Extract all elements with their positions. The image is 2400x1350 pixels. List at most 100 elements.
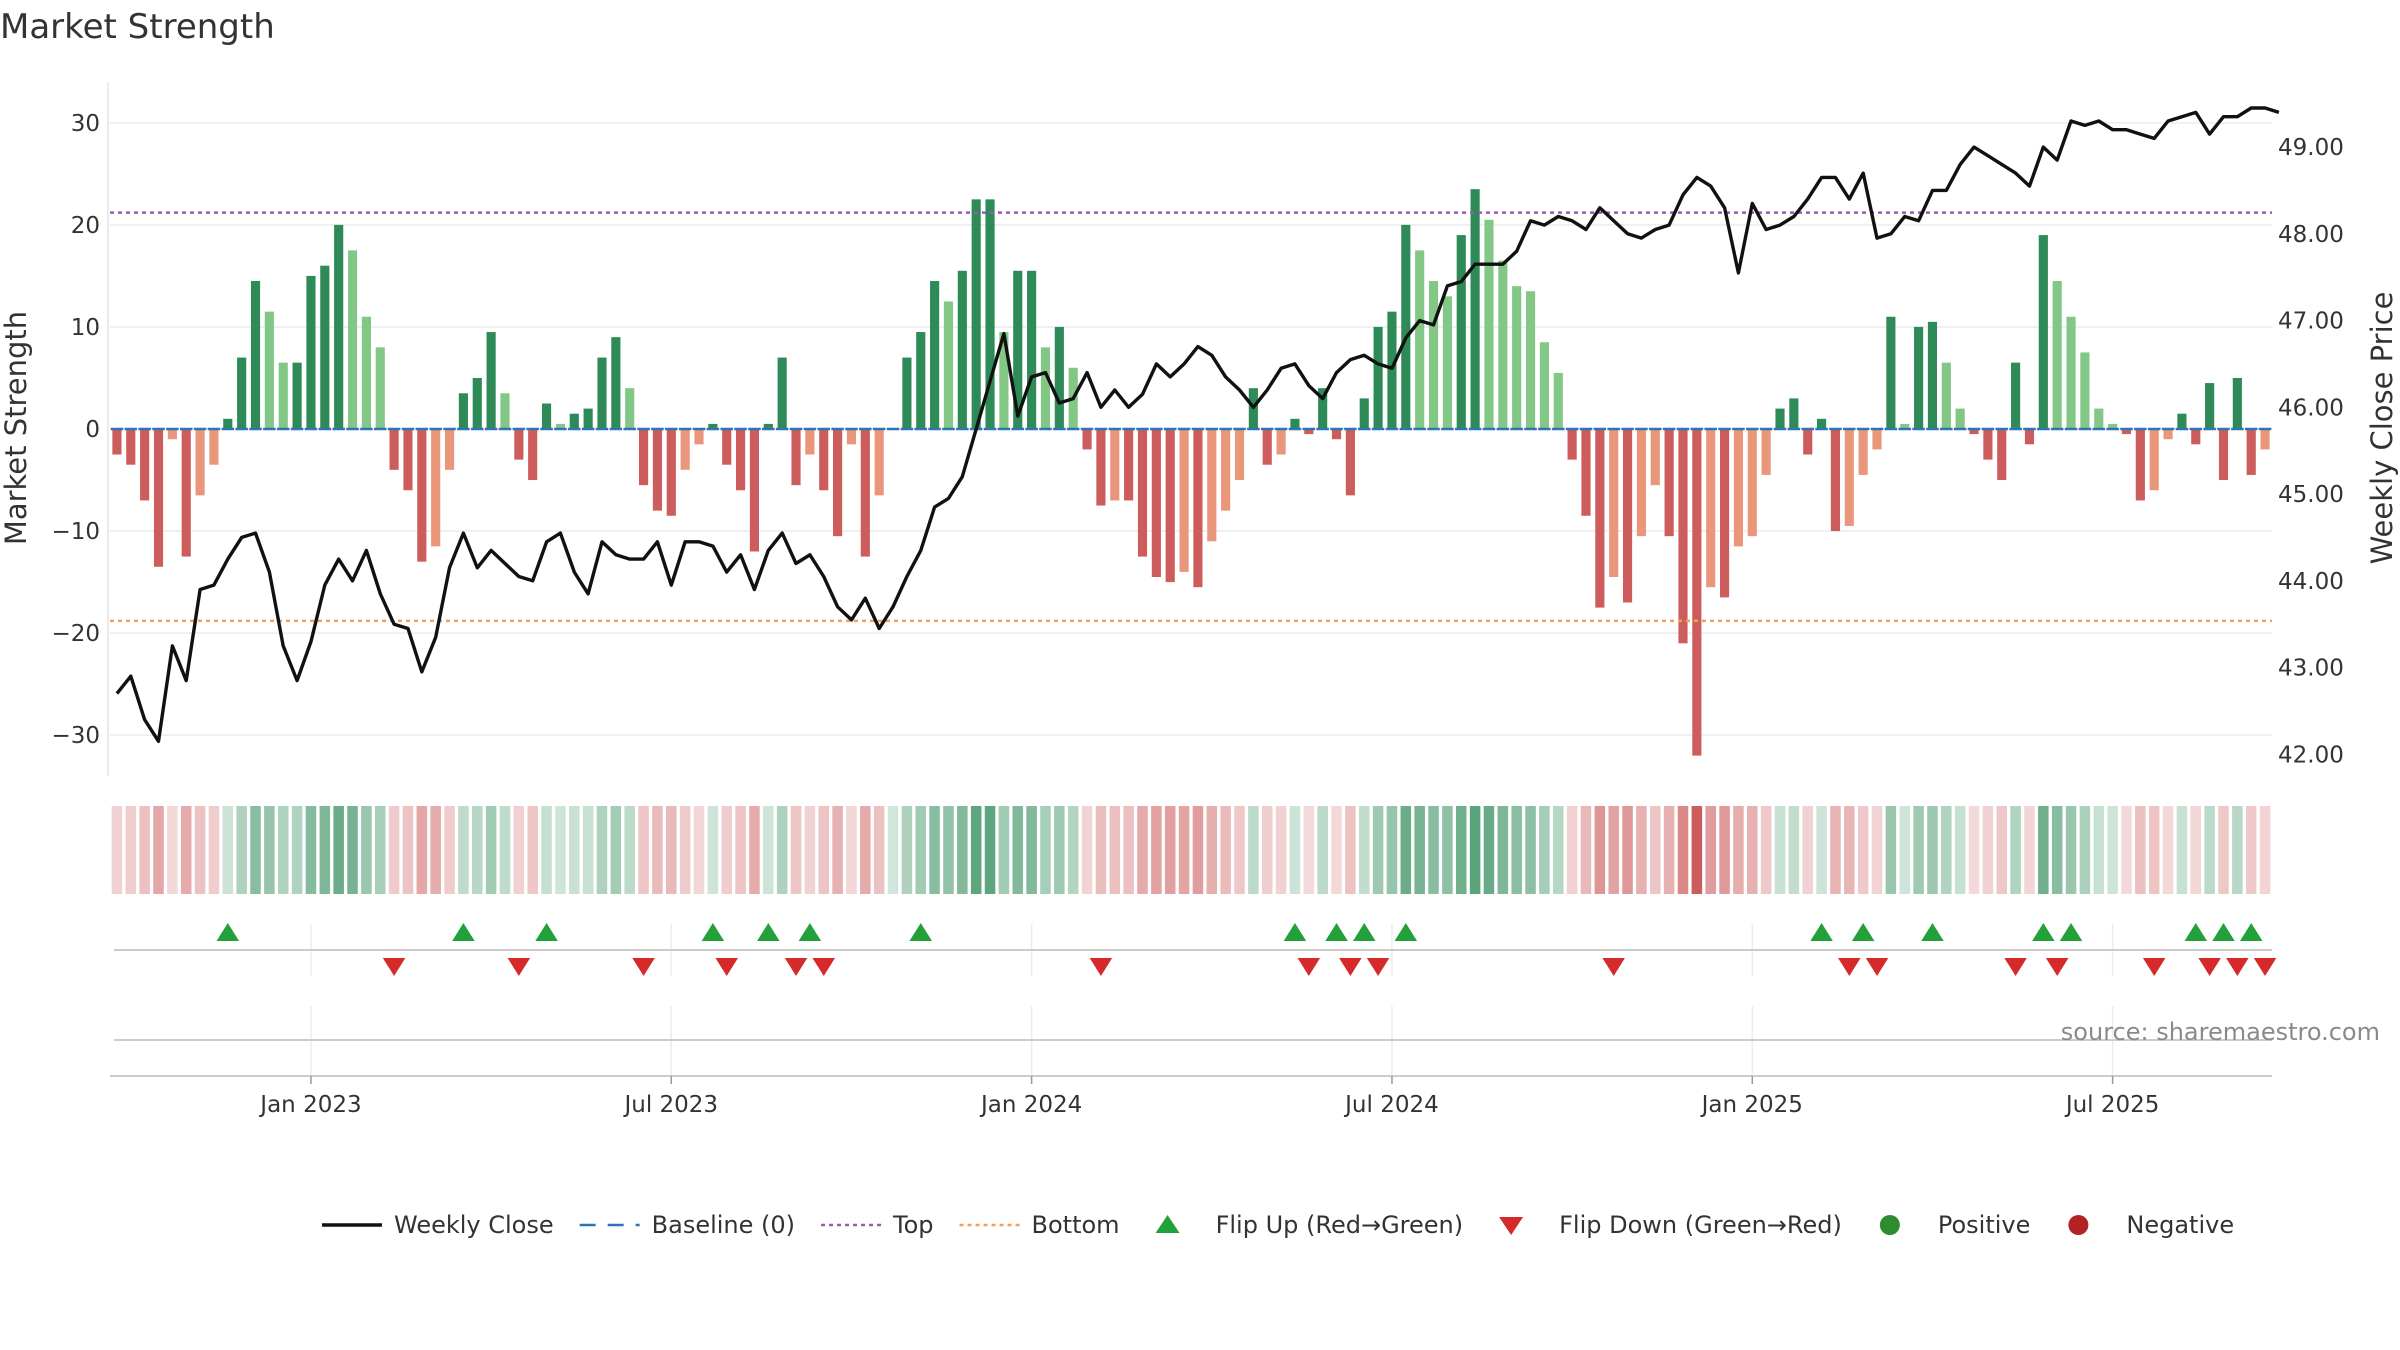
strip-cell <box>735 806 746 894</box>
strength-bar <box>666 429 676 516</box>
strength-bar <box>223 418 233 429</box>
strength-bar <box>1456 235 1466 429</box>
flip-down-marker <box>382 958 406 976</box>
strip-cell <box>347 806 358 894</box>
strip-cell <box>582 806 594 894</box>
strip-cell <box>1802 806 1813 894</box>
strength-bar <box>389 429 399 470</box>
strength-bar <box>1110 429 1120 501</box>
legend-label: Baseline (0) <box>652 1211 795 1239</box>
regime-color-strip <box>111 806 2271 894</box>
strength-bar <box>1318 388 1328 429</box>
flip-up-marker <box>452 923 475 941</box>
strength-bar <box>2080 352 2090 429</box>
strength-bar <box>361 316 371 429</box>
flip-down-marker <box>715 958 738 976</box>
strength-bar <box>2108 423 2118 429</box>
strength-bar <box>209 429 219 465</box>
strength-bar <box>417 429 427 562</box>
strength-bar <box>1165 429 1175 583</box>
strength-bar <box>1359 398 1369 429</box>
left-tick-label: 0 <box>85 417 100 443</box>
strength-bar <box>569 413 579 429</box>
strength-bar <box>2066 316 2076 429</box>
strength-bar <box>1761 429 1771 475</box>
strength-bar <box>943 301 954 429</box>
strength-bar <box>1581 429 1591 516</box>
strength-bar <box>597 357 607 429</box>
strip-cell <box>1483 806 1495 894</box>
flip-down-marker <box>784 958 808 976</box>
flip-down-marker <box>1602 958 1625 976</box>
right-tick-label: 43.00 <box>2278 656 2344 682</box>
strip-cell <box>430 806 441 894</box>
strip-cell <box>222 806 234 894</box>
strength-bar <box>791 429 801 486</box>
strength-bar <box>195 429 205 496</box>
strip-cell <box>236 806 247 894</box>
strip-cell <box>1733 806 1744 894</box>
strip-cell <box>790 806 802 894</box>
strip-cell <box>139 806 150 894</box>
strength-bar <box>1484 219 1494 429</box>
strength-bar <box>1040 347 1051 429</box>
strength-bar <box>1525 291 1536 429</box>
strength-bar <box>1498 260 1508 429</box>
flip-up-marker <box>2239 923 2263 941</box>
flip-down-marker <box>507 958 531 976</box>
flip-up-marker <box>909 923 932 941</box>
strip-cell <box>1192 806 1204 894</box>
strip-cell <box>319 806 331 894</box>
strip-cell <box>1178 806 1190 894</box>
strip-cell <box>1442 806 1453 894</box>
strength-bar <box>1678 429 1688 644</box>
legend-item: Flip Down (Green→Red) <box>1499 1211 1842 1239</box>
strip-cell <box>1317 806 1328 894</box>
strength-bar <box>1858 429 1868 475</box>
strip-cell <box>721 806 732 894</box>
strength-bar <box>1997 429 2007 481</box>
left-tick-label: −30 <box>51 723 100 749</box>
strip-cell <box>416 806 428 894</box>
strip-cell <box>111 806 123 894</box>
right-tick-label: 46.00 <box>2278 395 2344 421</box>
strip-cell <box>1844 806 1855 894</box>
strength-bar <box>1886 316 1896 429</box>
strip-cell <box>1067 806 1079 894</box>
flip-down-marker <box>2198 958 2221 976</box>
legend-circle <box>2068 1215 2089 1235</box>
strength-bar <box>874 429 884 496</box>
strip-cell <box>1497 806 1509 894</box>
strength-bar <box>2135 429 2145 501</box>
strip-cell <box>125 806 137 894</box>
strip-cell <box>305 806 317 894</box>
strip-cell <box>1400 806 1412 894</box>
strip-cell <box>1885 806 1897 894</box>
strip-cell <box>167 806 178 894</box>
strength-bar <box>638 429 649 486</box>
strip-cell <box>970 806 982 894</box>
strength-bar <box>112 429 122 455</box>
strip-cell <box>2176 806 2188 894</box>
legend-item: Top <box>821 1211 934 1239</box>
right-tick-label: 42.00 <box>2278 742 2344 768</box>
strength-bar <box>694 429 704 445</box>
strip-cell <box>1566 806 1578 894</box>
strength-bar <box>652 429 663 511</box>
strip-cell <box>818 806 830 894</box>
strip-cell <box>569 806 580 894</box>
flip-down-marker <box>2045 958 2069 976</box>
threshold-lines <box>110 211 2272 623</box>
strip-cell <box>624 806 635 894</box>
strip-cell <box>638 806 649 894</box>
strip-cell <box>1747 806 1758 894</box>
strip-cell <box>1261 806 1273 894</box>
strength-bar <box>250 281 261 429</box>
flip-down-marker <box>1838 958 1861 976</box>
strip-cell <box>361 806 372 894</box>
strip-cell <box>957 806 968 894</box>
legend-label: Flip Up (Red→Green) <box>1216 1211 1464 1239</box>
weekly-close-series <box>115 106 2280 743</box>
strength-bar <box>916 332 926 429</box>
strength-bar <box>1914 326 1924 429</box>
